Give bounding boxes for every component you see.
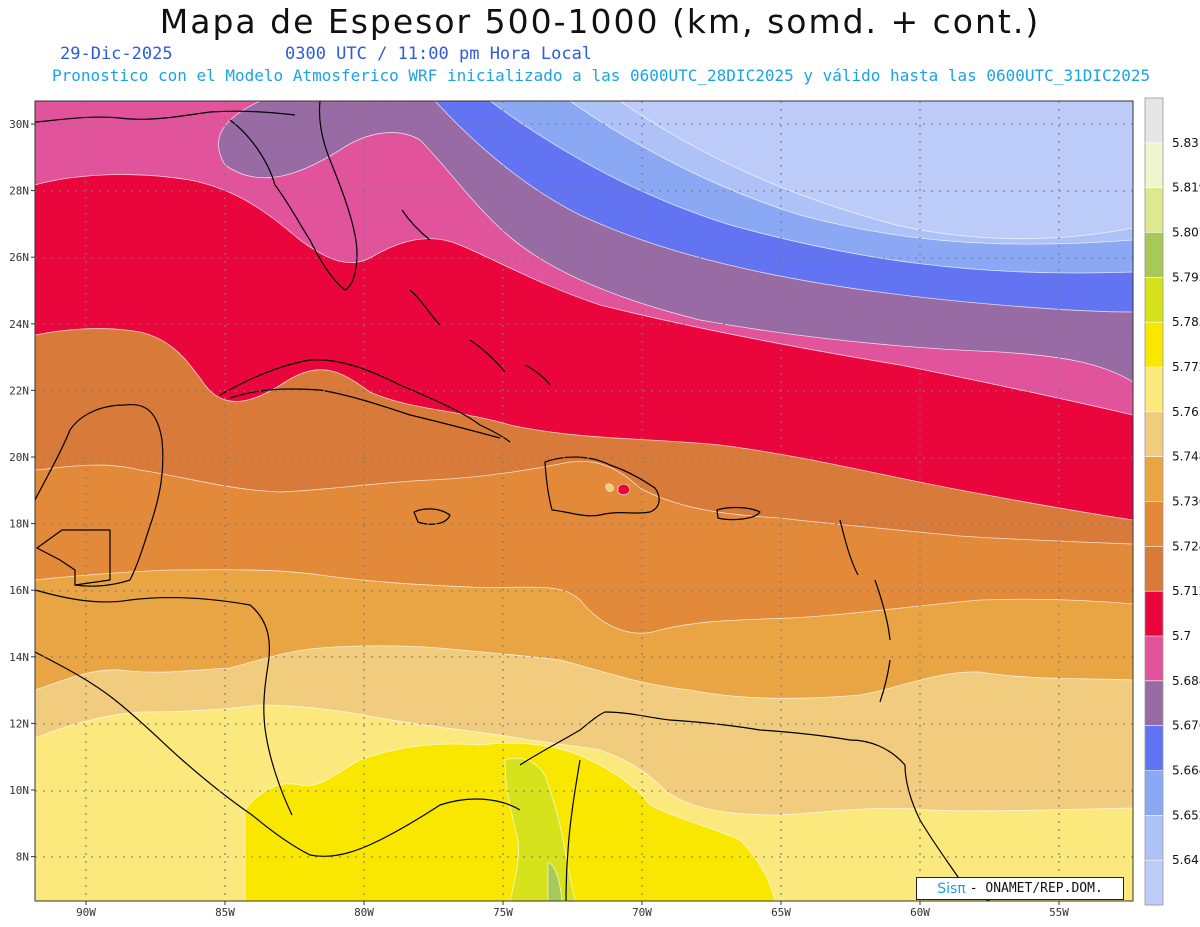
map-title: Mapa de Espesor 500-1000 (km, somd. + co… — [159, 2, 1041, 41]
colorbar-label: 5.652 — [1172, 808, 1200, 822]
latitude-axis: 30N 28N 26N 24N 22N 20N 18N 16N 14N 12N 10N 8N — [9, 118, 35, 864]
colorbar-swatch — [1145, 815, 1163, 861]
colorbar-swatch — [1145, 187, 1163, 233]
lon-tick-label: 55W — [1049, 906, 1069, 919]
longitude-axis: 90W 85W 80W 75W 70W 65W 60W 55W — [76, 901, 1069, 919]
colorbar-label: 5.795 — [1172, 270, 1200, 284]
lat-tick-label: 24N — [9, 318, 29, 331]
colorbar-swatch — [1145, 142, 1163, 189]
lat-tick-label: 22N — [9, 384, 29, 397]
colorbar-swatch — [1145, 411, 1163, 458]
lat-tick-label: 30N — [9, 118, 29, 131]
colorbar-swatch — [1145, 322, 1163, 368]
lat-tick-label: 10N — [9, 784, 29, 797]
colorbar-label: 5.736 — [1172, 495, 1200, 509]
colorbar-label: 5.807 — [1172, 226, 1200, 240]
colorbar-swatch — [1145, 456, 1163, 502]
colorbar-label: 5.819 — [1172, 181, 1200, 195]
colorbar-swatch — [1145, 232, 1163, 278]
credit-box: Sisπ - ONAMET/REP.DOM. — [916, 877, 1124, 900]
lon-tick-label: 85W — [215, 906, 235, 919]
lat-tick-label: 8N — [16, 851, 29, 864]
colorbar: 5.831 5.819 5.807 5.795 5.783 5.772 5.76 5.748 5… — [1144, 97, 1200, 906]
lat-tick-label: 20N — [9, 451, 29, 464]
colorbar-swatch — [1145, 367, 1163, 413]
lon-tick-label: 80W — [354, 906, 374, 919]
colorbar-swatch — [1145, 98, 1163, 144]
lon-tick-label: 65W — [771, 906, 791, 919]
thickness-field — [35, 101, 1133, 901]
sispi-logo: Sisπ — [937, 880, 966, 897]
forecast-date: 29-Dic-2025 — [60, 44, 173, 64]
colorbar-label: 5.748 — [1172, 450, 1200, 464]
colorbar-swatch — [1145, 546, 1163, 592]
colorbar-swatch — [1145, 860, 1163, 906]
colorbar-swatch — [1145, 725, 1163, 771]
map-frame — [34, 100, 1134, 902]
colorbar-label: 5.831 — [1172, 136, 1200, 150]
lat-tick-label: 14N — [9, 651, 29, 664]
colorbar-swatch — [1145, 277, 1163, 323]
colorbar-label: 5.76 — [1172, 405, 1199, 419]
model-subtitle: Pronostico con el Modelo Atmosferico WRF… — [52, 66, 1151, 85]
lat-tick-label: 12N — [9, 717, 29, 730]
colorbar-label: 5.664 — [1172, 764, 1200, 778]
colorbar-label: 5.712 — [1172, 584, 1200, 598]
lon-tick-label: 60W — [910, 906, 930, 919]
credit-text: - ONAMET/REP.DOM. — [969, 881, 1103, 896]
colorbar-label: 5.783 — [1172, 315, 1200, 329]
colorbar-swatch — [1145, 636, 1163, 682]
colorbar-swatch — [1145, 501, 1163, 547]
colorbar-swatch — [1145, 680, 1163, 727]
lon-tick-label: 70W — [632, 906, 652, 919]
lat-tick-label: 26N — [9, 251, 29, 264]
lat-tick-label: 18N — [9, 518, 29, 531]
coastlines — [35, 101, 991, 901]
lat-tick-label: 28N — [9, 185, 29, 198]
forecast-time: 0300 UTC / 11:00 pm Hora Local — [285, 44, 593, 64]
colorbar-label: 5.7 — [1172, 629, 1191, 643]
colorbar-label: 5.724 — [1172, 539, 1200, 553]
colorbar-label: 5.688 — [1172, 674, 1200, 688]
colorbar-label: 5.772 — [1172, 360, 1200, 374]
colorbar-swatch — [1145, 591, 1163, 637]
lat-tick-label: 16N — [9, 584, 29, 597]
colorbar-label: 5.676 — [1172, 719, 1200, 733]
colorbar-swatch — [1145, 770, 1163, 816]
lon-tick-label: 90W — [76, 906, 96, 919]
graticule — [35, 101, 1133, 901]
colorbar-label: 5.64 — [1172, 853, 1199, 867]
lon-tick-label: 75W — [493, 906, 513, 919]
